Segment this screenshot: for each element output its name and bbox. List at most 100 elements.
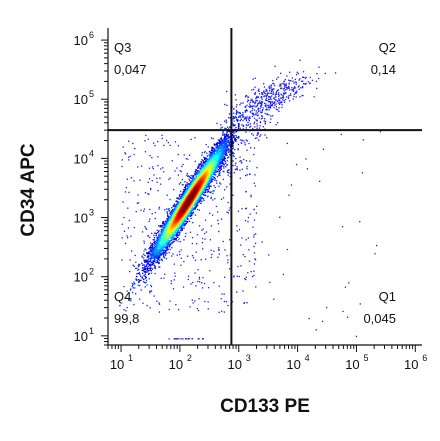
event-dot-2196 <box>192 208 194 210</box>
event-dot-1087 <box>210 196 212 198</box>
event-dot-442 <box>224 249 226 251</box>
event-dot-585 <box>254 86 256 88</box>
event-dot-1209 <box>136 267 138 269</box>
event-dot-747 <box>302 76 304 78</box>
event-dot-1542 <box>167 248 169 250</box>
event-dot-74 <box>121 223 123 225</box>
event-dot-835 <box>235 116 238 118</box>
event-dot-163 <box>156 181 158 183</box>
event-dot-1261 <box>237 137 239 139</box>
event-dot-1201 <box>244 106 247 108</box>
event-dot-1573 <box>232 137 235 139</box>
event-dot-2859 <box>156 250 158 252</box>
event-dot-1117 <box>326 306 328 309</box>
event-dot-934 <box>223 165 225 167</box>
event-dot-967 <box>224 160 226 163</box>
event-dot-3255 <box>217 160 219 162</box>
event-dot-1764 <box>154 240 156 243</box>
event-dot-1740 <box>149 250 152 252</box>
event-dot-512 <box>274 104 276 106</box>
event-dot-130 <box>137 202 140 204</box>
event-dot-1008 <box>229 176 231 178</box>
event-dot-1684 <box>187 183 189 185</box>
event-dot-2317 <box>205 188 207 190</box>
event-dot-286 <box>157 141 159 143</box>
event-dot-172 <box>214 198 216 200</box>
event-dot-1045 <box>264 122 266 124</box>
event-dot-360 <box>215 144 217 146</box>
event-dot-349 <box>133 265 135 267</box>
event-dot-132 <box>182 286 185 288</box>
event-dot-930 <box>241 142 243 144</box>
event-dot-963 <box>217 139 219 141</box>
event-dot-2331 <box>161 249 163 252</box>
event-dot-303 <box>148 167 151 169</box>
event-dot-192 <box>137 166 139 168</box>
event-dot-602 <box>295 83 297 85</box>
event-dot-592 <box>257 110 260 112</box>
event-dot-1010 <box>234 94 236 96</box>
event-dot-1385 <box>185 184 187 186</box>
event-dot-422 <box>129 155 131 157</box>
event-dot-25 <box>235 162 237 164</box>
event-dot-938 <box>214 179 216 181</box>
event-dot-1072 <box>278 107 280 109</box>
event-dot-3508 <box>166 239 169 241</box>
event-dot-1966 <box>182 192 185 194</box>
event-dot-2857 <box>172 213 174 215</box>
event-dot-127 <box>224 189 226 191</box>
event-dot-1443 <box>197 167 199 169</box>
event-dot-649 <box>276 91 278 93</box>
event-dot-563 <box>309 82 311 84</box>
event-dot-1856 <box>149 263 151 265</box>
event-dot-2533 <box>194 177 196 179</box>
event-dot-883 <box>245 139 247 141</box>
event-dot-185 <box>247 221 249 223</box>
event-dot-1100 <box>290 184 293 186</box>
event-dot-448 <box>178 251 181 253</box>
event-dot-182 <box>189 231 192 233</box>
event-dot-3088 <box>218 158 220 160</box>
event-dot-405 <box>171 160 173 162</box>
event-dot-1 <box>236 275 238 277</box>
event-dot-911 <box>242 125 245 128</box>
event-dot-603 <box>269 88 271 90</box>
event-dot-202 <box>218 185 220 187</box>
event-dot-1315 <box>211 146 213 149</box>
event-dot-3156 <box>218 154 221 156</box>
event-dot-2506 <box>220 145 223 148</box>
event-dot-836 <box>275 93 277 95</box>
event-dot-1325 <box>147 273 150 275</box>
event-dot-483 <box>305 76 307 78</box>
event-dot-31 <box>187 175 189 177</box>
event-dot-3037 <box>178 203 180 205</box>
event-dot-2370 <box>156 254 158 256</box>
event-dot-680 <box>267 101 270 103</box>
event-dot-1566 <box>144 260 146 262</box>
event-dot-598 <box>256 96 259 98</box>
event-dot-1414 <box>232 143 234 145</box>
event-dot-157 <box>122 201 124 203</box>
event-dot-664 <box>280 84 282 86</box>
event-dot-1463 <box>226 130 229 133</box>
event-dot-833 <box>283 93 285 95</box>
event-dot-2350 <box>220 159 222 161</box>
event-dot-109 <box>149 208 151 211</box>
event-dot-540 <box>295 96 297 98</box>
event-dot-160 <box>195 285 197 287</box>
event-dot-1912 <box>220 161 222 163</box>
event-dot-1222 <box>224 127 226 129</box>
event-dot-1780 <box>156 236 158 238</box>
event-dot-2786 <box>212 155 214 157</box>
event-dot-150 <box>134 254 136 257</box>
event-dot-1710 <box>208 154 210 156</box>
event-dot-1675 <box>187 184 189 186</box>
event-dot-760 <box>283 81 285 83</box>
event-dot-2362 <box>205 160 208 163</box>
event-dot-244 <box>221 218 223 220</box>
event-dot-434 <box>173 279 175 281</box>
event-dot-189 <box>194 300 196 302</box>
event-dot-1862 <box>164 249 166 251</box>
event-dot-153 <box>218 230 220 233</box>
event-dot-2630 <box>191 181 193 183</box>
